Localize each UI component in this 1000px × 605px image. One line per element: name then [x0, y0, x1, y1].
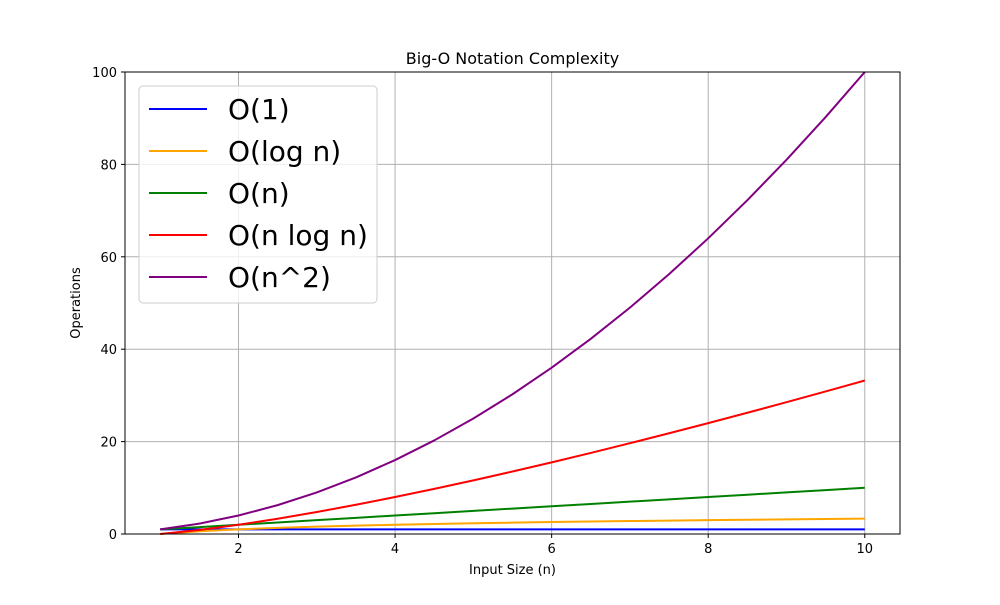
- x-tick-label: 4: [391, 542, 399, 557]
- legend-label-4: O(n log n): [228, 219, 368, 252]
- y-tick-label: 100: [92, 66, 117, 81]
- series-lines: [160, 71, 866, 535]
- y-tick-label: 40: [100, 343, 117, 358]
- x-axis-label: Input Size (n): [469, 563, 556, 578]
- plot-frame: [124, 71, 901, 535]
- y-tick-label: 80: [100, 158, 117, 173]
- chart-title: Big-O Notation Complexity: [406, 49, 619, 68]
- y-tick-label: 0: [109, 528, 117, 543]
- legend-label-1: O(1): [228, 93, 290, 126]
- legend-label-3: O(n): [228, 177, 290, 210]
- series-line-2: [160, 517, 865, 535]
- legend: O(1) O(log n) O(n) O(n log n) O(n^2): [138, 85, 378, 304]
- series-line-4: [160, 379, 866, 535]
- x-tick-label: 6: [548, 542, 556, 557]
- x-tick-label: 8: [704, 542, 712, 557]
- y-tick-label: 20: [100, 436, 117, 451]
- series-line-3: [160, 486, 865, 531]
- y-axis-label: Operations: [69, 267, 84, 339]
- legend-frame: [138, 85, 378, 304]
- series-line-5: [160, 71, 866, 531]
- legend-label-2: O(log n): [228, 135, 341, 168]
- legend-label-5: O(n^2): [228, 261, 331, 294]
- x-tick-label: 2: [234, 542, 242, 557]
- y-tick-label: 60: [100, 251, 117, 266]
- x-tick-label: 10: [856, 542, 873, 557]
